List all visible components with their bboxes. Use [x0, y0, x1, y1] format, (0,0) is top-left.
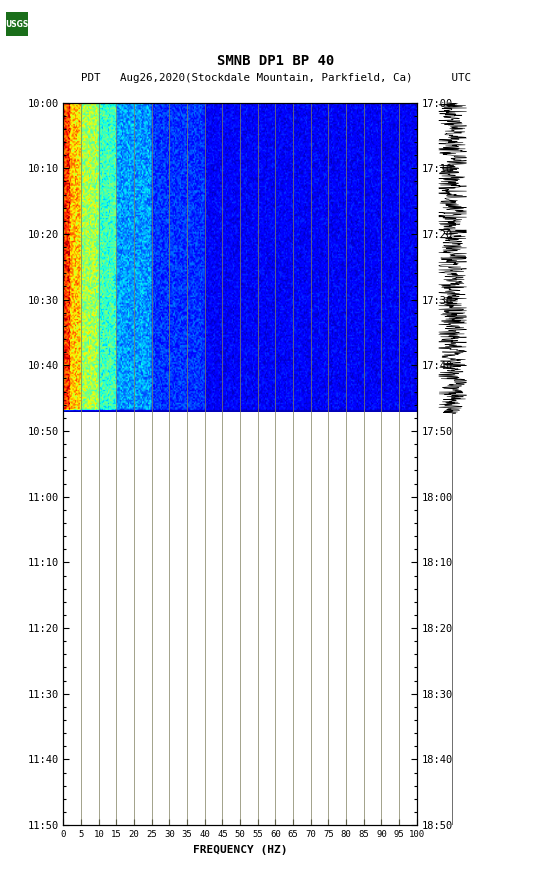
FancyBboxPatch shape [6, 12, 28, 36]
Text: USGS: USGS [5, 20, 28, 29]
X-axis label: FREQUENCY (HZ): FREQUENCY (HZ) [193, 845, 288, 855]
Text: SMNB DP1 BP 40: SMNB DP1 BP 40 [217, 54, 335, 68]
Text: PDT   Aug26,2020(Stockdale Mountain, Parkfield, Ca)      UTC: PDT Aug26,2020(Stockdale Mountain, Parkf… [81, 73, 471, 84]
